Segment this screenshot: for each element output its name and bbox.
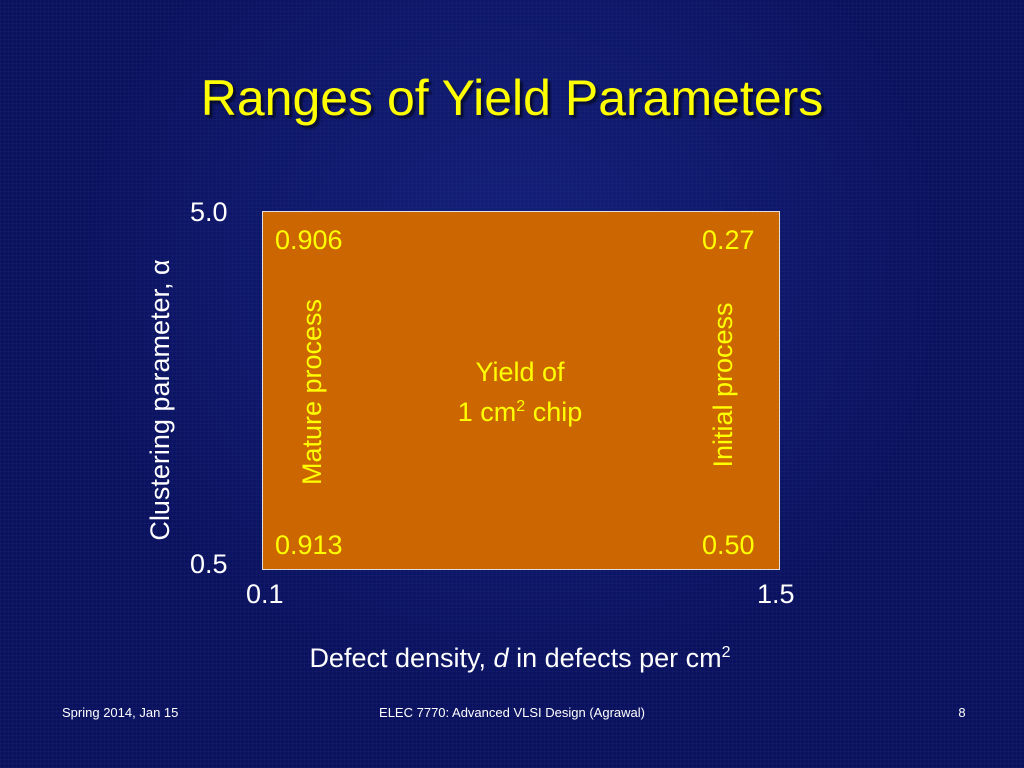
footer-page-number: 8 (958, 705, 966, 720)
footer-date: Spring 2014, Jan 15 (62, 705, 179, 720)
corner-value-top-left: 0.906 (275, 225, 343, 255)
yield-center-line2-prefix: 1 cm (457, 397, 517, 427)
x-axis-label-sup: 2 (721, 644, 731, 661)
y-axis-bottom-tick: 0.5 (190, 549, 228, 579)
yield-center-line1: Yield of (475, 357, 565, 387)
x-axis-label-variable: d (493, 643, 509, 673)
corner-value-bottom-right: 0.50 (702, 530, 755, 560)
x-axis-label: Defect density, d in defects per cm2 (200, 640, 840, 676)
y-axis-top-tick: 5.0 (190, 197, 228, 227)
yield-center-label: Yield of 1 cm2 chip (400, 352, 640, 432)
corner-value-top-right: 0.27 (702, 225, 755, 255)
x-axis-right-tick: 1.5 (757, 579, 795, 609)
corner-value-bottom-left: 0.913 (275, 530, 343, 560)
initial-process-label: Initial process (708, 302, 738, 468)
x-axis-label-suffix: in defects per cm (508, 643, 722, 673)
footer-course: ELEC 7770: Advanced VLSI Design (Agrawal… (379, 705, 645, 720)
yield-range-box (262, 211, 780, 570)
yield-center-line2-sup: 2 (516, 398, 526, 415)
mature-process-label: Mature process (297, 298, 327, 486)
yield-center-line2-suffix: chip (525, 397, 583, 427)
x-axis-label-prefix: Defect density, (309, 643, 494, 673)
slide-title: Ranges of Yield Parameters (200, 70, 824, 126)
x-axis-left-tick: 0.1 (246, 579, 284, 609)
y-axis-label: Clustering parameter, α (145, 259, 175, 541)
yield-center-line2: 1 cm2 chip (400, 392, 640, 432)
